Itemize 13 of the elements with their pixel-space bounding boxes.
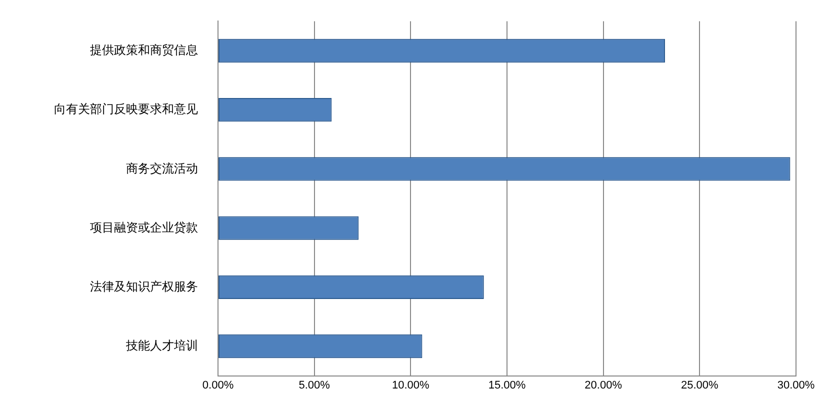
y-tick-label: 提供政策和商贸信息 [90, 43, 198, 58]
x-tick-label: 5.00% [298, 379, 330, 392]
x-tick-label: 30.00% [777, 379, 815, 392]
y-tick-label: 技能人才培训 [125, 338, 198, 353]
x-tick-label: 20.00% [584, 379, 622, 392]
y-tick-label: 向有关部门反映要求和意见 [54, 102, 198, 116]
y-tick-label: 法律及知识产权服务 [90, 279, 198, 294]
x-tick-label: 10.00% [392, 379, 430, 392]
x-tick-label: 15.00% [488, 379, 526, 392]
x-tick-label: 0.00% [202, 379, 234, 392]
x-tick-label: 25.00% [681, 379, 719, 392]
y-tick-label: 项目融资或企业贷款 [90, 220, 198, 234]
y-tick-label: 商务交流活动 [126, 161, 198, 176]
